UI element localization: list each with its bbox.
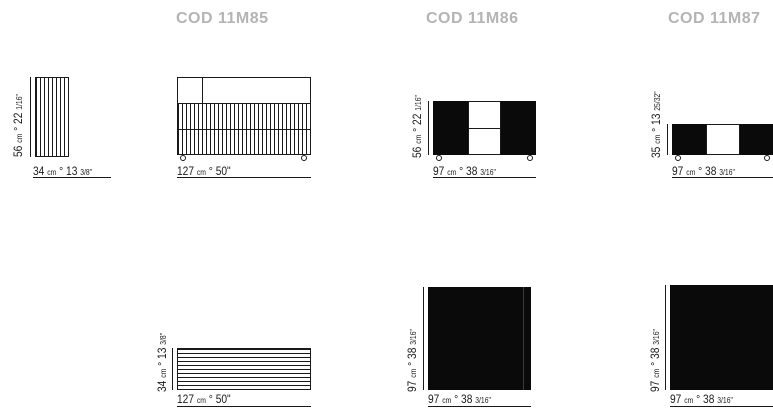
front-85-width-dimension-line bbox=[177, 177, 311, 178]
side-height-dimension-line bbox=[30, 77, 31, 157]
top-86-height-dimension-line bbox=[423, 287, 424, 390]
header-cod-11m86: COD 11M86 bbox=[426, 10, 519, 27]
front-86-left-black-panel bbox=[433, 101, 468, 155]
top-view-11m86 bbox=[428, 287, 531, 390]
side-view-drawing bbox=[35, 77, 69, 157]
top-86-edge-line bbox=[523, 287, 524, 390]
top-87-width-label: 97 cm ° 38 3/16" bbox=[670, 392, 733, 406]
top-87-height-dimension-line bbox=[665, 285, 666, 390]
top-87-height-label: 97 cm ° 38 3/16" bbox=[648, 329, 662, 392]
front-87-width-dimension-line bbox=[672, 177, 773, 178]
front-87-left-black-panel bbox=[672, 124, 706, 155]
side-width-dimension-line bbox=[33, 177, 111, 178]
front-87-height-dimension-line bbox=[667, 124, 668, 155]
side-height-label: 56 cm ° 22 1/16" bbox=[11, 94, 25, 157]
top-86-width-dimension-line bbox=[428, 406, 531, 407]
front-85-foot-left bbox=[180, 155, 186, 161]
top-85-height-label: 34 cm ° 13 3/8" bbox=[155, 332, 169, 392]
front-85-top-right-panel bbox=[202, 77, 311, 104]
front-85-middle-drawer bbox=[177, 103, 311, 130]
top-86-height-label: 97 cm ° 38 3/16" bbox=[405, 329, 419, 392]
front-view-11m86 bbox=[433, 101, 536, 155]
front-86-height-label: 56 cm ° 22 1/16" bbox=[410, 95, 424, 158]
front-86-upper-white-panel bbox=[468, 101, 501, 129]
front-87-foot-right bbox=[764, 155, 770, 161]
top-85-width-label: 127 cm ° 50" bbox=[177, 392, 231, 406]
front-86-lower-white-panel bbox=[468, 128, 501, 155]
top-87-width-dimension-line bbox=[670, 406, 773, 407]
front-86-foot-right bbox=[527, 155, 533, 161]
top-86-width-label: 97 cm ° 38 3/16" bbox=[428, 392, 491, 406]
front-87-width-label: 97 cm ° 38 3/16" bbox=[672, 164, 735, 178]
front-86-right-black-panel bbox=[501, 101, 536, 155]
header-cod-11m85: COD 11M85 bbox=[176, 10, 269, 27]
top-85-height-dimension-line bbox=[172, 348, 173, 390]
front-87-foot-left bbox=[675, 155, 681, 161]
front-85-top-left-panel bbox=[177, 77, 203, 104]
front-view-11m87 bbox=[672, 124, 773, 155]
front-86-width-label: 97 cm ° 38 3/16" bbox=[433, 164, 496, 178]
front-86-foot-left bbox=[436, 155, 442, 161]
front-87-height-label: 35 cm ° 13 25/32" bbox=[649, 91, 663, 158]
side-width-label: 34 cm ° 13 3/8" bbox=[33, 164, 93, 178]
front-87-right-black-panel bbox=[740, 124, 773, 155]
front-87-center-white-panel bbox=[706, 124, 740, 155]
front-view-11m85 bbox=[177, 77, 311, 155]
top-view-11m85 bbox=[177, 348, 311, 390]
front-86-width-dimension-line bbox=[433, 177, 536, 178]
top-85-width-dimension-line bbox=[177, 406, 311, 407]
header-cod-11m87: COD 11M87 bbox=[668, 10, 761, 27]
front-85-bottom-drawer bbox=[177, 129, 311, 155]
top-view-11m87 bbox=[670, 285, 773, 390]
front-85-width-label: 127 cm ° 50" bbox=[177, 164, 231, 178]
front-85-foot-right bbox=[301, 155, 307, 161]
front-86-height-dimension-line bbox=[428, 101, 429, 155]
